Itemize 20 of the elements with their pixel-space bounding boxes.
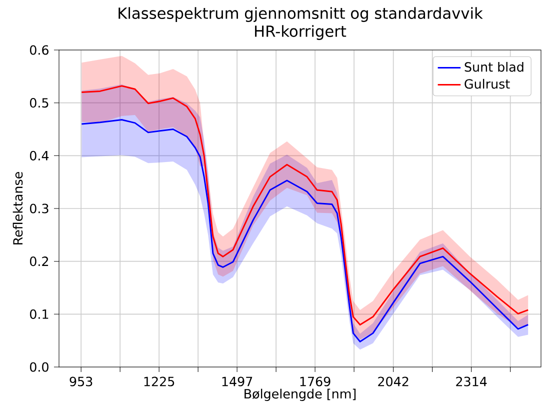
x-tick-label: 1497	[222, 376, 252, 386]
x-tick-label: 2314	[456, 376, 487, 386]
y-tick-label: 0.1	[30, 309, 48, 319]
x-tick-label: 953	[70, 376, 92, 386]
chart-subtitle: HR-korrigert	[255, 25, 346, 40]
y-axis-title: Reflektanse	[12, 172, 23, 244]
line-series	[80, 119, 529, 342]
y-tick-label: 0.5	[30, 98, 48, 108]
x-axis-title: Bølgelengde [nm]	[244, 388, 356, 402]
y-tick-label: 0.4	[30, 150, 49, 160]
y-tick-label: 0.2	[30, 256, 48, 266]
x-tick-label: 1769	[300, 376, 330, 386]
legend-label: Gulrust	[464, 78, 510, 89]
legend-label: Sunt blad	[464, 62, 524, 72]
chart-title: Klassespektrum gjennomsnitt og standardavvik	[118, 7, 483, 22]
x-tick-label: 1225	[144, 376, 174, 386]
y-tick-label: 0.3	[30, 204, 48, 214]
x-tick-label: 2042	[378, 376, 408, 386]
y-tick-label: 0.6	[30, 45, 48, 55]
y-tick-label: 0.0	[30, 362, 48, 372]
